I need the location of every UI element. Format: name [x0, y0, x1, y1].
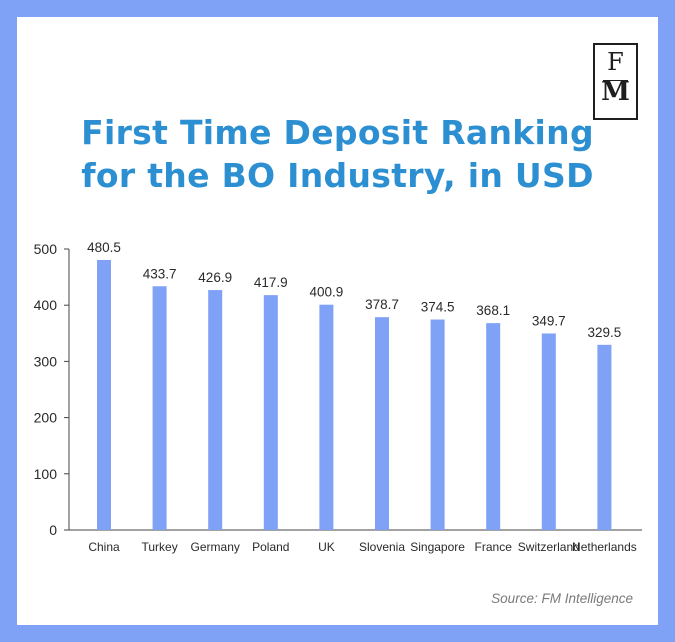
bar — [375, 317, 389, 530]
chart-title-line-1: First Time Deposit Ranking — [81, 113, 594, 152]
bar-chart: 0 100 200 300 400 500 480.5 China 433.7 Turkey 426… — [34, 240, 642, 554]
value-label: 374.5 — [421, 300, 455, 315]
x-tick-label: UK — [318, 540, 335, 554]
value-label: 400.9 — [310, 285, 344, 300]
value-label: 349.7 — [532, 313, 566, 328]
x-tick-label: Poland — [252, 540, 289, 554]
bar — [486, 323, 501, 530]
x-tick-label: Slovenia — [359, 540, 405, 554]
y-tick-label: 400 — [34, 297, 58, 313]
fm-logo: F M — [593, 43, 638, 120]
logo-letter-f: F — [595, 48, 636, 81]
chart-card: F M First Time Deposit Ranking for the B… — [17, 17, 658, 625]
value-label: 368.1 — [476, 303, 510, 318]
value-label: 426.9 — [198, 270, 232, 285]
y-tick-label: 100 — [34, 466, 58, 482]
x-tick-label: Turkey — [141, 540, 177, 554]
value-label: 378.7 — [365, 297, 399, 312]
value-label: 329.5 — [588, 325, 622, 340]
y-tick-label: 200 — [34, 410, 58, 426]
logo-letter-m: M — [601, 77, 630, 107]
value-label: 417.9 — [254, 275, 288, 290]
bar — [263, 295, 278, 530]
bar — [597, 344, 612, 530]
x-tick-label: China — [88, 540, 120, 554]
x-tick-label: Netherlands — [572, 540, 637, 554]
x-tick-label: France — [475, 540, 513, 554]
value-label: 480.5 — [87, 240, 121, 255]
bar — [430, 319, 445, 530]
value-label: 433.7 — [143, 266, 177, 281]
bar — [541, 333, 556, 530]
y-tick-label: 0 — [49, 522, 57, 538]
source-note: Source: FM Intelligence — [491, 591, 633, 606]
chart-title: First Time Deposit Ranking for the BO In… — [17, 111, 658, 197]
x-tick-label: Germany — [191, 540, 240, 554]
chart-title-line-2: for the BO Industry, in USD — [81, 156, 594, 195]
x-tick-label: Switzerland — [518, 540, 580, 554]
bar — [152, 286, 167, 530]
x-tick-label: Singapore — [410, 540, 465, 554]
bar — [319, 304, 334, 530]
bar — [97, 259, 111, 530]
bar — [208, 290, 223, 530]
y-tick-label: 500 — [34, 241, 58, 257]
y-tick-label: 300 — [34, 353, 58, 369]
